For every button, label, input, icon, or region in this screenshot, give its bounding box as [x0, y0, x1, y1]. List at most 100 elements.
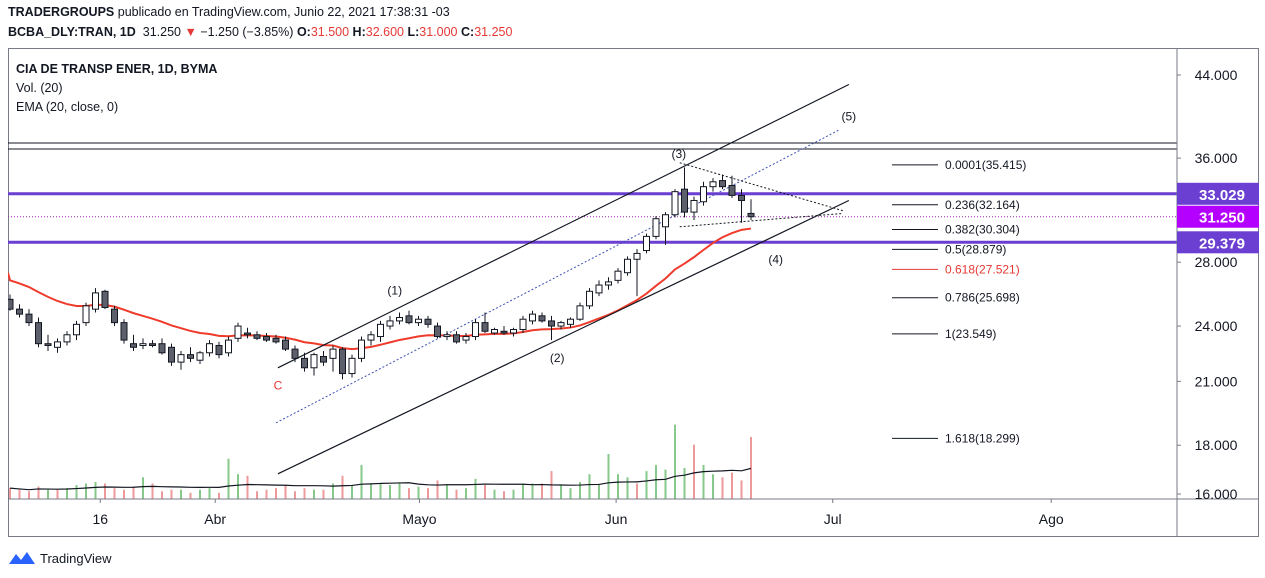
- legend-volume: Vol. (20): [16, 81, 63, 95]
- candle[interactable]: [709, 178, 717, 192]
- candle[interactable]: [548, 315, 555, 341]
- candle[interactable]: [16, 304, 23, 318]
- candle[interactable]: [605, 277, 612, 290]
- candle[interactable]: [377, 320, 384, 342]
- candle[interactable]: [595, 280, 603, 297]
- candle[interactable]: [557, 320, 565, 330]
- candle[interactable]: [462, 333, 470, 344]
- candle[interactable]: [633, 249, 641, 297]
- candle[interactable]: [719, 174, 726, 190]
- candle[interactable]: [681, 167, 688, 218]
- candle[interactable]: [158, 338, 166, 355]
- candle[interactable]: [453, 331, 460, 344]
- candle[interactable]: [434, 322, 441, 339]
- wave-label: (1): [387, 284, 402, 298]
- candle[interactable]: [491, 327, 498, 335]
- candle[interactable]: [25, 309, 33, 327]
- candle[interactable]: [187, 347, 194, 363]
- candle[interactable]: [519, 315, 527, 334]
- candle[interactable]: [443, 331, 451, 341]
- plot-area[interactable]: [7, 83, 1177, 499]
- candle[interactable]: [282, 336, 289, 351]
- candle[interactable]: [225, 336, 232, 357]
- volume-bar: [721, 477, 724, 499]
- channel-upper-line[interactable]: [277, 83, 850, 369]
- candle[interactable]: [367, 331, 375, 346]
- candle[interactable]: [700, 181, 707, 206]
- volume-bar: [18, 489, 21, 499]
- candle[interactable]: [196, 350, 204, 364]
- candle[interactable]: [168, 343, 175, 366]
- candle[interactable]: [472, 319, 479, 341]
- candle[interactable]: [510, 327, 517, 337]
- candle[interactable]: [690, 196, 698, 221]
- candle[interactable]: [529, 310, 536, 325]
- candle[interactable]: [500, 326, 508, 335]
- volume-bar: [332, 483, 334, 499]
- candle[interactable]: [63, 331, 71, 346]
- candle[interactable]: [263, 333, 270, 342]
- footer: TradingView: [8, 548, 112, 568]
- volume-bar: [427, 488, 429, 499]
- candle[interactable]: [738, 189, 745, 223]
- candle[interactable]: [624, 256, 631, 276]
- candle[interactable]: [358, 336, 365, 363]
- candle[interactable]: [272, 334, 280, 344]
- candle[interactable]: [576, 302, 584, 321]
- candle[interactable]: [405, 310, 413, 325]
- candle[interactable]: [481, 312, 489, 334]
- ohlc-header: BCBA_DLY:TRAN, 1D 31.250 ▼ −1.250 (−3.85…: [8, 25, 512, 39]
- candle[interactable]: [291, 345, 299, 363]
- candle[interactable]: [44, 334, 52, 351]
- candle[interactable]: [7, 294, 14, 311]
- candle[interactable]: [728, 175, 736, 198]
- candle[interactable]: [662, 212, 669, 245]
- candle[interactable]: [747, 199, 755, 221]
- channel-lower-line[interactable]: [277, 199, 850, 475]
- volume-bar: [503, 491, 505, 499]
- candle[interactable]: [386, 315, 394, 330]
- legend-title: CIA DE TRANSP ENER, 1D, BYMA: [16, 62, 218, 76]
- candle[interactable]: [130, 334, 137, 351]
- candle[interactable]: [92, 288, 99, 313]
- candle[interactable]: [35, 317, 42, 348]
- volume-bar: [522, 483, 524, 499]
- candle[interactable]: [111, 305, 118, 327]
- candle[interactable]: [82, 302, 90, 327]
- candle[interactable]: [149, 340, 156, 348]
- candle[interactable]: [538, 312, 546, 323]
- candle[interactable]: [643, 233, 650, 254]
- candle[interactable]: [329, 345, 337, 372]
- candle[interactable]: [101, 289, 109, 310]
- wave-projection-line[interactable]: [275, 129, 839, 424]
- candle[interactable]: [396, 312, 403, 325]
- candle[interactable]: [339, 347, 346, 380]
- candle[interactable]: [120, 319, 128, 344]
- candle[interactable]: [244, 327, 251, 339]
- candle[interactable]: [424, 315, 432, 328]
- candle[interactable]: [415, 315, 422, 327]
- candle[interactable]: [614, 268, 622, 284]
- candle[interactable]: [54, 338, 61, 353]
- candle[interactable]: [301, 352, 308, 372]
- candle[interactable]: [215, 341, 223, 359]
- candle[interactable]: [253, 331, 261, 341]
- candle[interactable]: [348, 354, 356, 378]
- publish-header: TRADERGROUPS publicado en TradingView.co…: [8, 5, 450, 19]
- candle[interactable]: [652, 216, 660, 240]
- close-value: 31.250: [474, 25, 513, 39]
- candle[interactable]: [73, 320, 80, 341]
- candle[interactable]: [177, 350, 185, 370]
- candle[interactable]: [567, 317, 574, 328]
- candle[interactable]: [320, 350, 327, 366]
- candle[interactable]: [310, 352, 318, 376]
- volume-bar: [351, 485, 353, 499]
- candle[interactable]: [206, 340, 213, 357]
- candle[interactable]: [139, 338, 147, 350]
- triangle-upper-line[interactable]: [679, 162, 844, 212]
- candle[interactable]: [234, 322, 242, 342]
- candle[interactable]: [586, 288, 593, 310]
- candle[interactable]: [671, 189, 679, 218]
- triangle-lower-line[interactable]: [679, 212, 844, 228]
